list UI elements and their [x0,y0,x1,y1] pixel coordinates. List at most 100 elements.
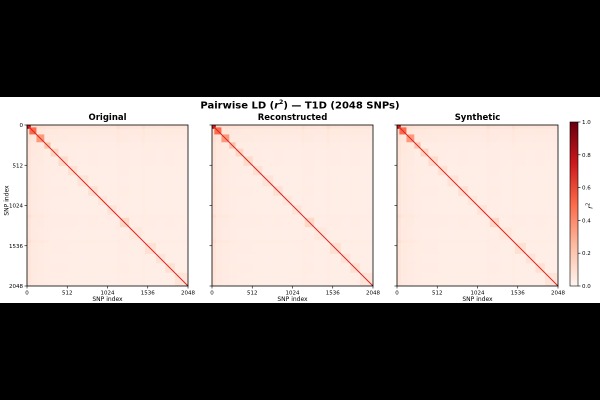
ld-band-col [359,125,373,286]
colorbar-label: r2 [585,202,595,209]
y-tick-label: 512 [13,163,24,169]
ld-band-col [414,125,421,286]
ld-band-row [212,148,373,157]
ld-band-col [58,125,68,286]
ld-band-col [397,125,401,286]
ld-band-col [447,125,459,286]
ld-band-col [252,125,263,286]
x-tick-label: 512 [247,291,258,297]
ld-band-col [77,125,89,286]
ld-diagonal [211,124,374,287]
x-tick-label: 512 [62,291,73,297]
ld-band-col [282,125,293,286]
ld-band-row [27,156,188,166]
ld-band-col [489,125,500,286]
x-axis-label-reconstructed: SNP index [277,296,308,303]
ld-band-col [314,125,327,286]
x-tick-label: 1024 [101,291,115,297]
ld-band-row [212,175,373,187]
ld-band-col [329,125,341,286]
ld-band-row [27,195,188,206]
figure-title: Pairwise LD (r2) — T1D (2048 SNPs) [200,99,400,112]
y-tick-label: 1024 [9,204,23,210]
ld-band-col [262,125,274,286]
ld-band-row [27,217,188,228]
x-tick-label: 0 [210,291,214,297]
ld-band-col [406,125,415,286]
ld-band-col [155,125,166,286]
ld-band-col [144,125,156,286]
colorbar-tick-label: 0.0 [582,284,591,290]
ld-band-row [27,227,188,240]
ld-band-row [397,134,558,143]
ld-band-row [27,127,188,135]
ld-band-row [27,142,188,149]
ld-band-row [212,253,373,264]
ld-band-col [350,125,360,286]
ld-band-col [88,125,98,286]
heatmap-panel-synthetic: 0 512 1024 1536 2048 [394,124,565,297]
ld-band-row [27,272,188,286]
x-tick-label: 1536 [141,291,155,297]
ld-band-row [27,134,188,143]
ld-band-row [212,186,373,196]
x-tick-label: 512 [432,291,443,297]
ld-band-col [458,125,468,286]
ld-band-col [229,125,236,286]
ld-band-row [27,242,188,254]
ld-band-row [212,125,373,129]
ld-band-col [340,125,351,286]
ld-band-col [221,125,230,286]
panel-title-synthetic: Synthetic [454,113,501,123]
ld-band-col [212,125,216,286]
ld-band-col [514,125,526,286]
ld-band-col [27,125,31,286]
ld-band-row [27,148,188,157]
ld-band-row [397,263,558,273]
ld-band-col [235,125,244,286]
ld-band-row [212,165,373,176]
ld-band-col [29,125,37,286]
colorbar-tick-label: 0.4 [582,218,591,224]
colorbar-tick-label: 1.0 [582,120,591,126]
ld-band-col [243,125,253,286]
colorbar-tick-label: 0.8 [582,153,591,159]
ld-band-row [212,263,373,273]
ld-band-row [397,148,558,157]
x-tick-label: 0 [25,291,29,297]
ld-band-row [212,227,373,240]
ld-band-col [67,125,78,286]
ld-band-row [397,227,558,240]
x-tick-label: 2048 [181,291,195,297]
heatmap-panel-reconstructed: 0 512 1024 1536 2048 [209,124,380,297]
ld-band-col [420,125,429,286]
ld-band-row [397,242,558,254]
ld-band-row [397,165,558,176]
ld-band-col [273,125,283,286]
colorbar: 0.0 0.2 0.4 0.6 0.8 1.0 [569,120,591,290]
y-tick-label: 0 [20,123,24,129]
ld-band-col [544,125,558,286]
colorbar-gradient [569,121,579,287]
ld-band-row [212,142,373,149]
ld-band-col [499,125,512,286]
x-tick-label: 1536 [326,291,340,297]
ld-band-row [397,125,558,129]
ld-band-col [304,125,315,286]
ld-band-row [397,272,558,286]
x-tick-label: 1536 [511,291,525,297]
ld-band-col [399,125,407,286]
ld-band-col [119,125,130,286]
ld-band-row [27,253,188,264]
ld-band-row [397,217,558,228]
ld-band-row [212,242,373,254]
ld-band-row [397,195,558,206]
x-axis-label-synthetic: SNP index [462,296,493,303]
ld-band-col [467,125,478,286]
x-tick-label: 1024 [471,291,485,297]
ld-band-row [27,263,188,273]
ld-band-col [36,125,45,286]
ld-band-col [437,125,448,286]
panel-title-original: Original [88,113,127,123]
